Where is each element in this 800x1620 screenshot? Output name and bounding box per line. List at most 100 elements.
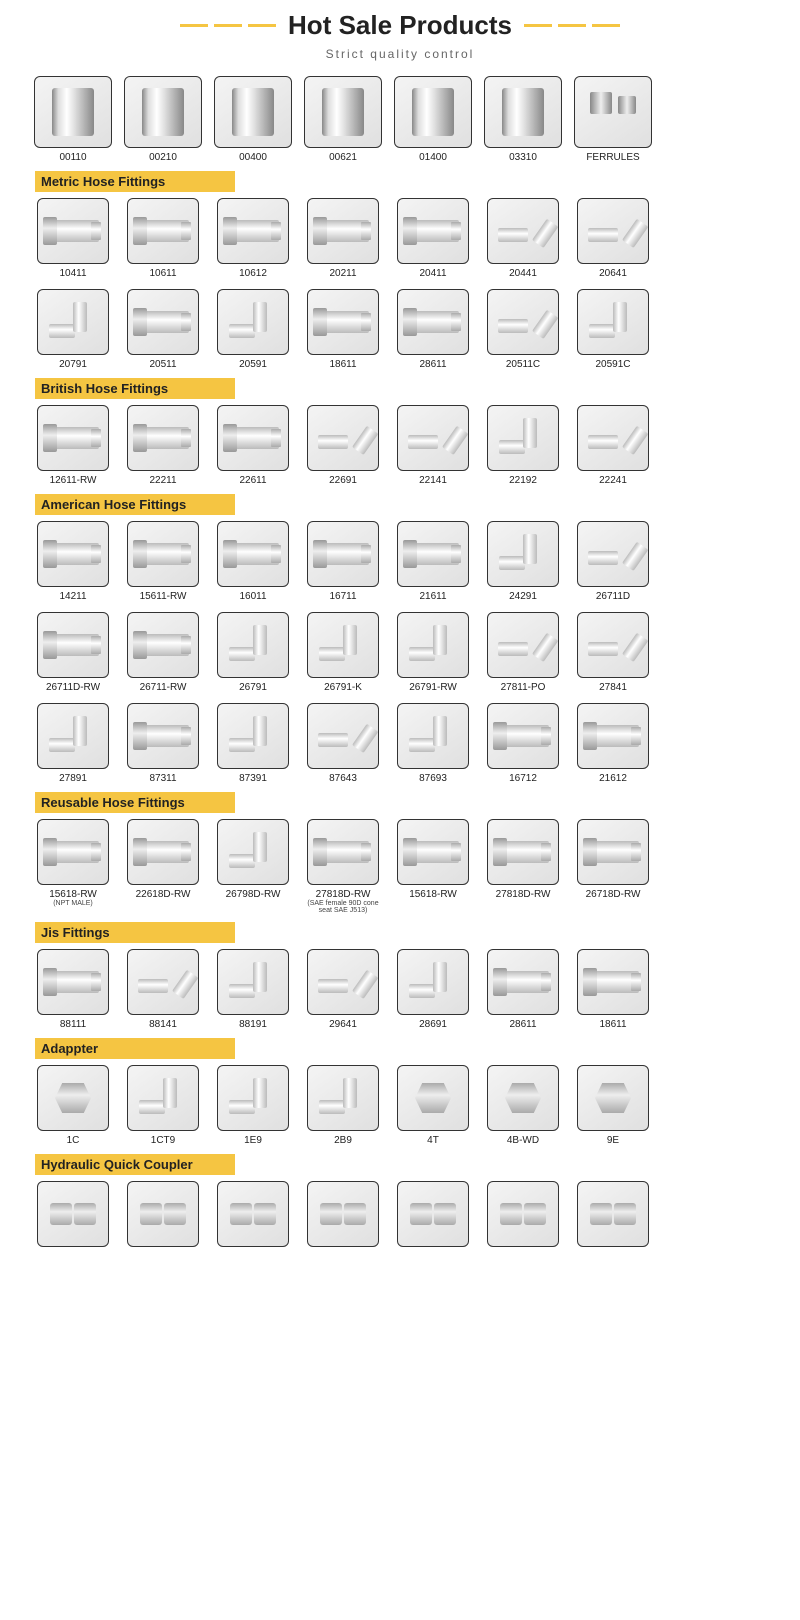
product-item[interactable]: 4B-WD bbox=[485, 1065, 561, 1146]
product-item[interactable]: 26711D bbox=[575, 521, 651, 602]
product-item[interactable]: 16711 bbox=[305, 521, 381, 602]
product-item[interactable]: 22611 bbox=[215, 405, 291, 486]
product-item[interactable]: 29641 bbox=[305, 949, 381, 1030]
product-item[interactable]: 26711-RW bbox=[125, 612, 201, 693]
product-item[interactable]: 87643 bbox=[305, 703, 381, 784]
product-item[interactable]: 88111 bbox=[35, 949, 111, 1030]
pair-icon bbox=[138, 1199, 188, 1229]
product-label: 28611 bbox=[419, 359, 446, 370]
product-thumbnail bbox=[127, 819, 199, 885]
product-item[interactable]: 22211 bbox=[125, 405, 201, 486]
product-item[interactable]: 2B9 bbox=[305, 1065, 381, 1146]
product-item[interactable]: 26718D-RW bbox=[575, 819, 651, 914]
product-item[interactable]: FERRULES bbox=[575, 76, 651, 163]
product-item[interactable]: 22241 bbox=[575, 405, 651, 486]
product-item[interactable]: 26791 bbox=[215, 612, 291, 693]
straight-icon bbox=[137, 543, 189, 565]
product-item[interactable]: 1C bbox=[35, 1065, 111, 1146]
product-item[interactable]: 10411 bbox=[35, 198, 111, 279]
product-item[interactable]: 20791 bbox=[35, 289, 111, 370]
product-thumbnail bbox=[217, 949, 289, 1015]
product-item[interactable]: 00621 bbox=[305, 76, 381, 163]
product-item[interactable]: 22618D-RW bbox=[125, 819, 201, 914]
product-item[interactable] bbox=[485, 1181, 561, 1251]
product-item[interactable]: 21611 bbox=[395, 521, 471, 602]
product-item[interactable] bbox=[125, 1181, 201, 1251]
product-item[interactable]: 00400 bbox=[215, 76, 291, 163]
product-item[interactable] bbox=[575, 1181, 651, 1251]
product-item[interactable]: 22141 bbox=[395, 405, 471, 486]
product-item[interactable]: 18611 bbox=[305, 289, 381, 370]
product-item[interactable]: 88191 bbox=[215, 949, 291, 1030]
product-item[interactable] bbox=[35, 1181, 111, 1251]
product-item[interactable]: 16712 bbox=[485, 703, 561, 784]
product-item[interactable]: 14211 bbox=[35, 521, 111, 602]
product-label: 16712 bbox=[509, 773, 537, 784]
product-label: 20591C bbox=[595, 359, 630, 370]
product-item[interactable]: 12611-RW bbox=[35, 405, 111, 486]
product-item[interactable]: 10611 bbox=[125, 198, 201, 279]
product-item[interactable]: 18611 bbox=[575, 949, 651, 1030]
product-item[interactable]: 1E9 bbox=[215, 1065, 291, 1146]
product-item[interactable]: 20211 bbox=[305, 198, 381, 279]
product-item[interactable]: 27891 bbox=[35, 703, 111, 784]
product-row: 12611-RW22211226112269122141 22192 22241 bbox=[35, 405, 765, 486]
ferrule-group-icon bbox=[588, 90, 638, 134]
product-item[interactable]: 00110 bbox=[35, 76, 111, 163]
product-section: Metric Hose Fittings10411106111061220211… bbox=[0, 171, 800, 370]
product-item[interactable]: 10612 bbox=[215, 198, 291, 279]
product-item[interactable]: 4T bbox=[395, 1065, 471, 1146]
product-item[interactable]: 28611 bbox=[485, 949, 561, 1030]
straight-icon bbox=[47, 543, 99, 565]
elbow90-icon bbox=[229, 302, 277, 342]
product-item[interactable]: 87693 bbox=[395, 703, 471, 784]
product-item[interactable]: 20511 bbox=[125, 289, 201, 370]
product-item[interactable]: 26791-RW bbox=[395, 612, 471, 693]
product-label: 87693 bbox=[419, 773, 447, 784]
product-item[interactable]: 15611-RW bbox=[125, 521, 201, 602]
product-item[interactable]: 9E bbox=[575, 1065, 651, 1146]
product-label: 22192 bbox=[509, 475, 537, 486]
product-item[interactable]: 15618-RW(NPT MALE) bbox=[35, 819, 111, 914]
product-item[interactable]: 87391 bbox=[215, 703, 291, 784]
product-item[interactable]: 21612 bbox=[575, 703, 651, 784]
product-item[interactable]: 26798D-RW bbox=[215, 819, 291, 914]
product-item[interactable] bbox=[395, 1181, 471, 1251]
elbow90-icon bbox=[139, 1078, 187, 1118]
product-item[interactable] bbox=[215, 1181, 291, 1251]
product-item[interactable]: 20591C bbox=[575, 289, 651, 370]
product-item[interactable]: 28691 bbox=[395, 949, 471, 1030]
product-item[interactable]: 03310 bbox=[485, 76, 561, 163]
elbow90-icon bbox=[49, 302, 97, 342]
product-item[interactable]: 1CT9 bbox=[125, 1065, 201, 1146]
product-item[interactable]: 26791-K bbox=[305, 612, 381, 693]
product-thumbnail bbox=[487, 1065, 559, 1131]
product-item[interactable]: 27818D-RW(SAE female 90D cone seat SAE J… bbox=[305, 819, 381, 914]
product-item[interactable]: 26711D-RW bbox=[35, 612, 111, 693]
product-item[interactable]: 20441 bbox=[485, 198, 561, 279]
product-item[interactable]: 22192 bbox=[485, 405, 561, 486]
product-item[interactable] bbox=[305, 1181, 381, 1251]
product-item[interactable]: 00210 bbox=[125, 76, 201, 163]
product-label: 2B9 bbox=[334, 1135, 352, 1146]
product-item[interactable]: 27811-PO bbox=[485, 612, 561, 693]
product-item[interactable]: 20511C bbox=[485, 289, 561, 370]
page-subtitle: Strict quality control bbox=[0, 47, 800, 61]
product-item[interactable]: 87311 bbox=[125, 703, 201, 784]
product-item[interactable]: 27818D-RW bbox=[485, 819, 561, 914]
nut-icon bbox=[595, 1083, 631, 1113]
product-item[interactable]: 20411 bbox=[395, 198, 471, 279]
product-item[interactable]: 01400 bbox=[395, 76, 471, 163]
product-item[interactable]: 28611 bbox=[395, 289, 471, 370]
product-item[interactable]: 20641 bbox=[575, 198, 651, 279]
elbow45-icon bbox=[588, 537, 638, 571]
product-item[interactable]: 20591 bbox=[215, 289, 291, 370]
product-item[interactable]: 88141 bbox=[125, 949, 201, 1030]
product-item[interactable]: 16011 bbox=[215, 521, 291, 602]
product-item[interactable]: 15618-RW bbox=[395, 819, 471, 914]
product-thumbnail bbox=[127, 1065, 199, 1131]
product-item[interactable]: 27841 bbox=[575, 612, 651, 693]
product-thumbnail bbox=[577, 949, 649, 1015]
product-item[interactable]: 24291 bbox=[485, 521, 561, 602]
product-item[interactable]: 22691 bbox=[305, 405, 381, 486]
